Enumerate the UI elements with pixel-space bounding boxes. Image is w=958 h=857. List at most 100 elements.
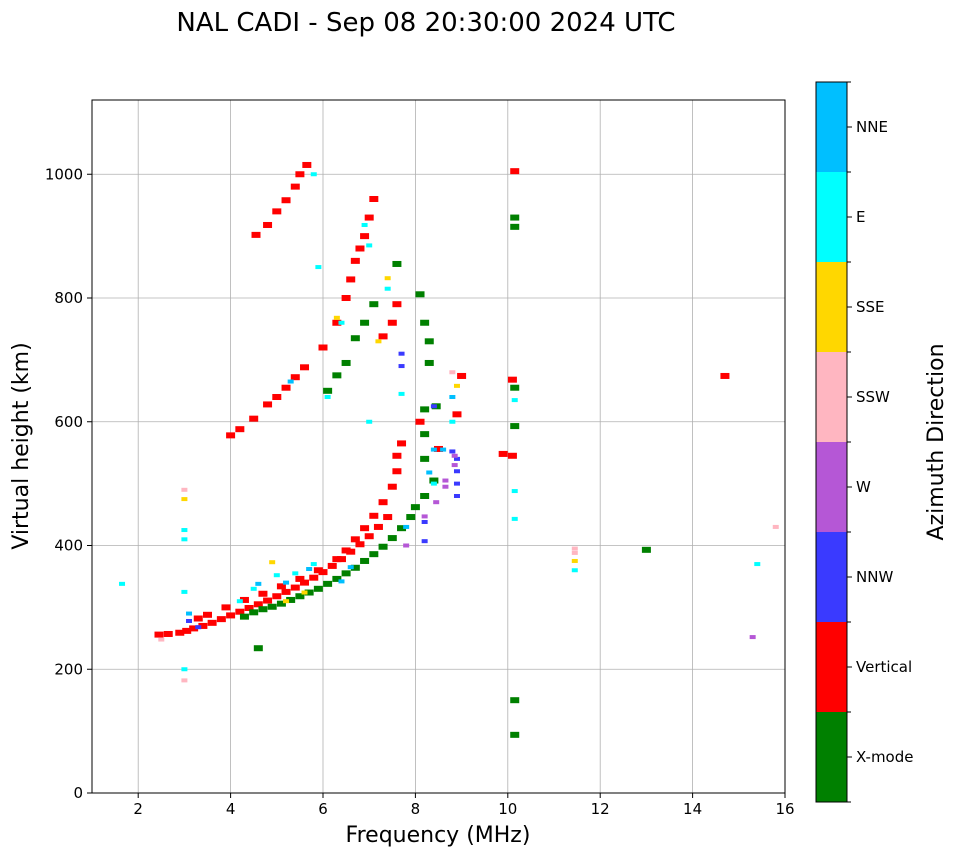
echo-point-vertical (249, 415, 259, 422)
echo-point-vertical (355, 245, 365, 252)
echo-point-e (511, 516, 518, 521)
echo-point-vertical (189, 625, 199, 632)
echo-point-e (181, 537, 188, 542)
echo-point-vertical (290, 374, 300, 381)
y-tick-label: 800 (54, 289, 83, 307)
x-axis-label: Frequency (MHz) (346, 823, 531, 848)
echo-point-nnw (398, 364, 405, 369)
colorbar-tick-label: E (856, 208, 865, 226)
echo-point-xmode (286, 596, 296, 603)
colorbar-tick-label: X-mode (856, 748, 913, 766)
echo-point-vertical (355, 541, 365, 548)
x-tick-label: 16 (775, 800, 794, 818)
echo-point-e (366, 243, 373, 248)
echo-point-vertical (295, 575, 305, 582)
echo-point-vertical (373, 523, 383, 530)
colorbar-segment (816, 532, 847, 622)
echo-point-sse (453, 383, 460, 388)
echo-point-w (749, 635, 756, 640)
echo-point-e (449, 419, 456, 424)
echo-point-nne (440, 447, 447, 452)
echo-point-sse (181, 497, 188, 502)
echo-point-ssw (772, 524, 779, 529)
echo-point-vertical (198, 622, 208, 629)
echo-point-w (451, 463, 458, 468)
echo-point-vertical (346, 276, 356, 283)
echo-point-vertical (318, 344, 328, 351)
echo-point-vertical (397, 440, 407, 447)
colorbar-frame (815, 81, 848, 803)
echo-point-xmode (424, 359, 434, 366)
echo-point-sse (384, 276, 391, 281)
echo-point-nnw (453, 481, 460, 486)
echo-point-vertical (378, 499, 388, 506)
echo-point-xmode (332, 372, 342, 379)
echo-point-w (442, 478, 449, 483)
data-points (119, 161, 779, 738)
echo-point-xmode (420, 455, 430, 462)
echo-point-ssw (571, 550, 578, 555)
echo-point-vertical (498, 450, 508, 457)
y-tick-label: 1000 (45, 165, 83, 183)
echo-point-e (310, 562, 317, 567)
echo-point-nnw (453, 456, 460, 461)
echo-point-ssw (181, 487, 188, 492)
y-ticks: 0 200 400 600 800 1000 (45, 165, 92, 802)
colorbar-segment (816, 262, 847, 352)
echo-point-nne (306, 567, 313, 572)
echo-point-nne (347, 565, 354, 570)
echo-point-xmode (510, 423, 520, 430)
echo-point-nne (255, 581, 262, 586)
echo-point-vertical (350, 257, 360, 264)
echo-point-xmode (429, 477, 439, 484)
echo-point-vertical (263, 597, 273, 604)
echo-point-nnw (398, 351, 405, 356)
echo-point-xmode (323, 580, 333, 587)
echo-point-xmode (341, 359, 351, 366)
colorbar-tick-label: Vertical (856, 658, 912, 676)
echo-point-sse (269, 560, 276, 565)
echo-point-xmode (369, 301, 379, 308)
echo-point-vertical (457, 372, 467, 379)
echo-point-ssw (571, 546, 578, 551)
echo-point-vertical (369, 512, 379, 519)
echo-point-xmode (510, 731, 520, 738)
echo-point-vertical (295, 171, 305, 178)
echo-point-vertical (510, 168, 520, 175)
echo-point-nne (186, 611, 193, 616)
echo-point-xmode (323, 387, 333, 394)
echo-point-vertical (182, 627, 192, 634)
echo-point-ssw (158, 637, 165, 642)
echo-point-vertical (383, 514, 393, 521)
echo-point-xmode (420, 493, 430, 499)
x-tick-label: 8 (411, 800, 421, 818)
echo-point-vertical (221, 604, 231, 611)
echo-point-vertical (300, 579, 310, 586)
y-tick-label: 600 (54, 413, 83, 431)
y-tick-label: 400 (54, 537, 83, 555)
echo-point-vertical (235, 426, 245, 433)
echo-point-xmode (341, 570, 351, 577)
echo-point-vertical (251, 231, 261, 238)
echo-point-nnw (453, 494, 460, 498)
echo-point-vertical (387, 483, 397, 490)
echo-point-xmode (510, 223, 520, 230)
echo-point-vertical (360, 233, 370, 240)
echo-point-vertical (392, 468, 402, 475)
echo-point-e (338, 320, 345, 325)
echo-point-xmode (410, 504, 420, 511)
echo-point-xmode (378, 543, 388, 550)
x-tick-label: 14 (683, 800, 702, 818)
echo-point-vertical (235, 608, 245, 615)
echo-point-vertical (507, 376, 517, 383)
echo-point-vertical (415, 418, 425, 425)
echo-point-nnw (421, 539, 428, 544)
echo-point-xmode (304, 589, 314, 596)
echo-point-nne (430, 447, 437, 452)
echo-point-vertical (452, 411, 462, 418)
echo-point-vertical (226, 432, 236, 439)
echo-point-nnw (421, 519, 428, 524)
echo-point-xmode (360, 319, 370, 326)
echo-point-vertical (327, 562, 337, 569)
echo-point-e (250, 586, 257, 591)
